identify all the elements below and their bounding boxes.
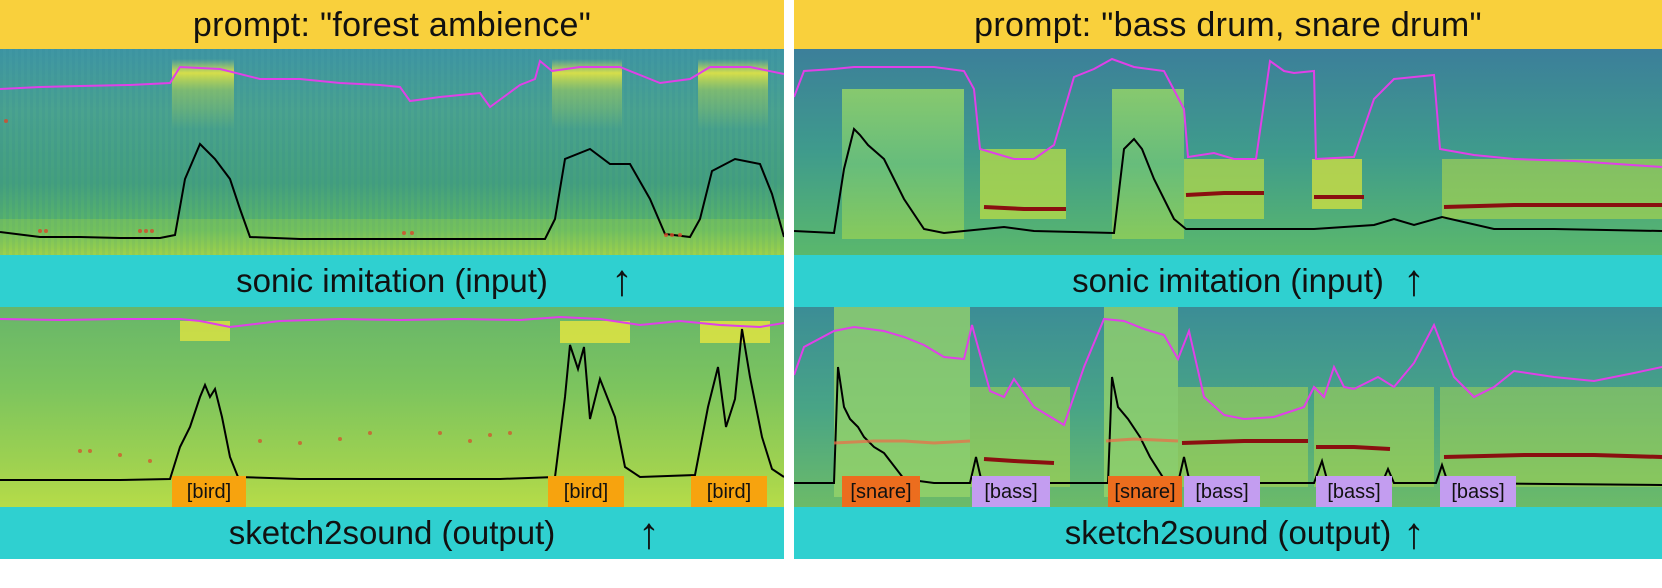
arrow-up-icon: ↑ xyxy=(1403,256,1425,305)
bass-tone-line xyxy=(983,457,1055,465)
output-spectrogram xyxy=(0,307,784,507)
tag-label: [bird] xyxy=(563,480,609,503)
tag-label: [bass] xyxy=(984,480,1038,503)
bass-tone-line xyxy=(1316,445,1391,451)
tag-label: [bird] xyxy=(706,480,752,503)
output-tag-bass-1: [bass] xyxy=(972,476,1050,508)
tag-label: [snare] xyxy=(1114,480,1176,503)
prompt-text: prompt: "forest ambience" xyxy=(192,5,592,44)
pitch-curve xyxy=(794,317,1662,427)
output-tag-bass-4: [bass] xyxy=(1440,476,1516,508)
arrow-up-icon: ↑ xyxy=(611,256,633,305)
bass-tone-line xyxy=(1443,453,1662,459)
input-label-bar: sonic imitation (input) xyxy=(794,255,1662,307)
bass-tone-line xyxy=(1443,203,1662,209)
tag-label: [bass] xyxy=(1195,480,1249,503)
output-tag-bass-3: [bass] xyxy=(1316,476,1392,508)
output-tag-snare-2: [snare] xyxy=(1108,476,1182,508)
input-label-bar: sonic imitation (input) xyxy=(0,255,784,307)
loudness-curve xyxy=(794,127,1662,235)
output-tag-bird-3: [bird] xyxy=(691,476,767,508)
tag-label: [snare] xyxy=(850,480,912,503)
output-label: sketch2sound (output) xyxy=(1064,514,1392,551)
loudness-curve xyxy=(0,142,784,240)
pitch-curve xyxy=(794,57,1662,168)
bass-tone-line xyxy=(1181,439,1308,445)
input-label: sonic imitation (input) xyxy=(1072,262,1384,299)
arrow-up-icon: ↑ xyxy=(1403,509,1425,558)
output-tag-bird-1: [bird] xyxy=(172,476,246,508)
pitch-curve xyxy=(0,315,784,329)
loudness-curve xyxy=(0,328,784,481)
tag-label: [bird] xyxy=(186,480,232,503)
forest-ambience-panel: prompt: "forest ambience" xyxy=(0,0,784,588)
output-label-bar: sketch2sound (output) xyxy=(794,507,1662,559)
output-spectrogram xyxy=(794,307,1662,507)
prompt-bar: prompt: "forest ambience" xyxy=(0,0,784,50)
output-tag-bird-2: [bird] xyxy=(548,476,624,508)
input-label: sonic imitation (input) xyxy=(236,262,548,299)
prompt-bar: prompt: "bass drum, snare drum" xyxy=(794,0,1662,50)
arrow-up-icon: ↑ xyxy=(638,509,660,558)
output-label: sketch2sound (output) xyxy=(228,514,556,551)
output-tag-snare-1: [snare] xyxy=(842,476,920,508)
tag-label: [bass] xyxy=(1327,480,1381,503)
tag-label: [bass] xyxy=(1451,480,1505,503)
bass-snare-panel: prompt: "bass drum, snare drum" xyxy=(794,0,1662,588)
bass-tone-line xyxy=(983,205,1066,211)
prompt-text: prompt: "bass drum, snare drum" xyxy=(974,5,1482,44)
output-label-bar: sketch2sound (output) xyxy=(0,507,784,559)
bass-tone-line xyxy=(1185,191,1264,197)
input-spectrogram xyxy=(0,49,784,255)
input-spectrogram xyxy=(794,49,1662,255)
pitch-curve xyxy=(0,59,784,109)
output-tag-bass-2: [bass] xyxy=(1184,476,1260,508)
